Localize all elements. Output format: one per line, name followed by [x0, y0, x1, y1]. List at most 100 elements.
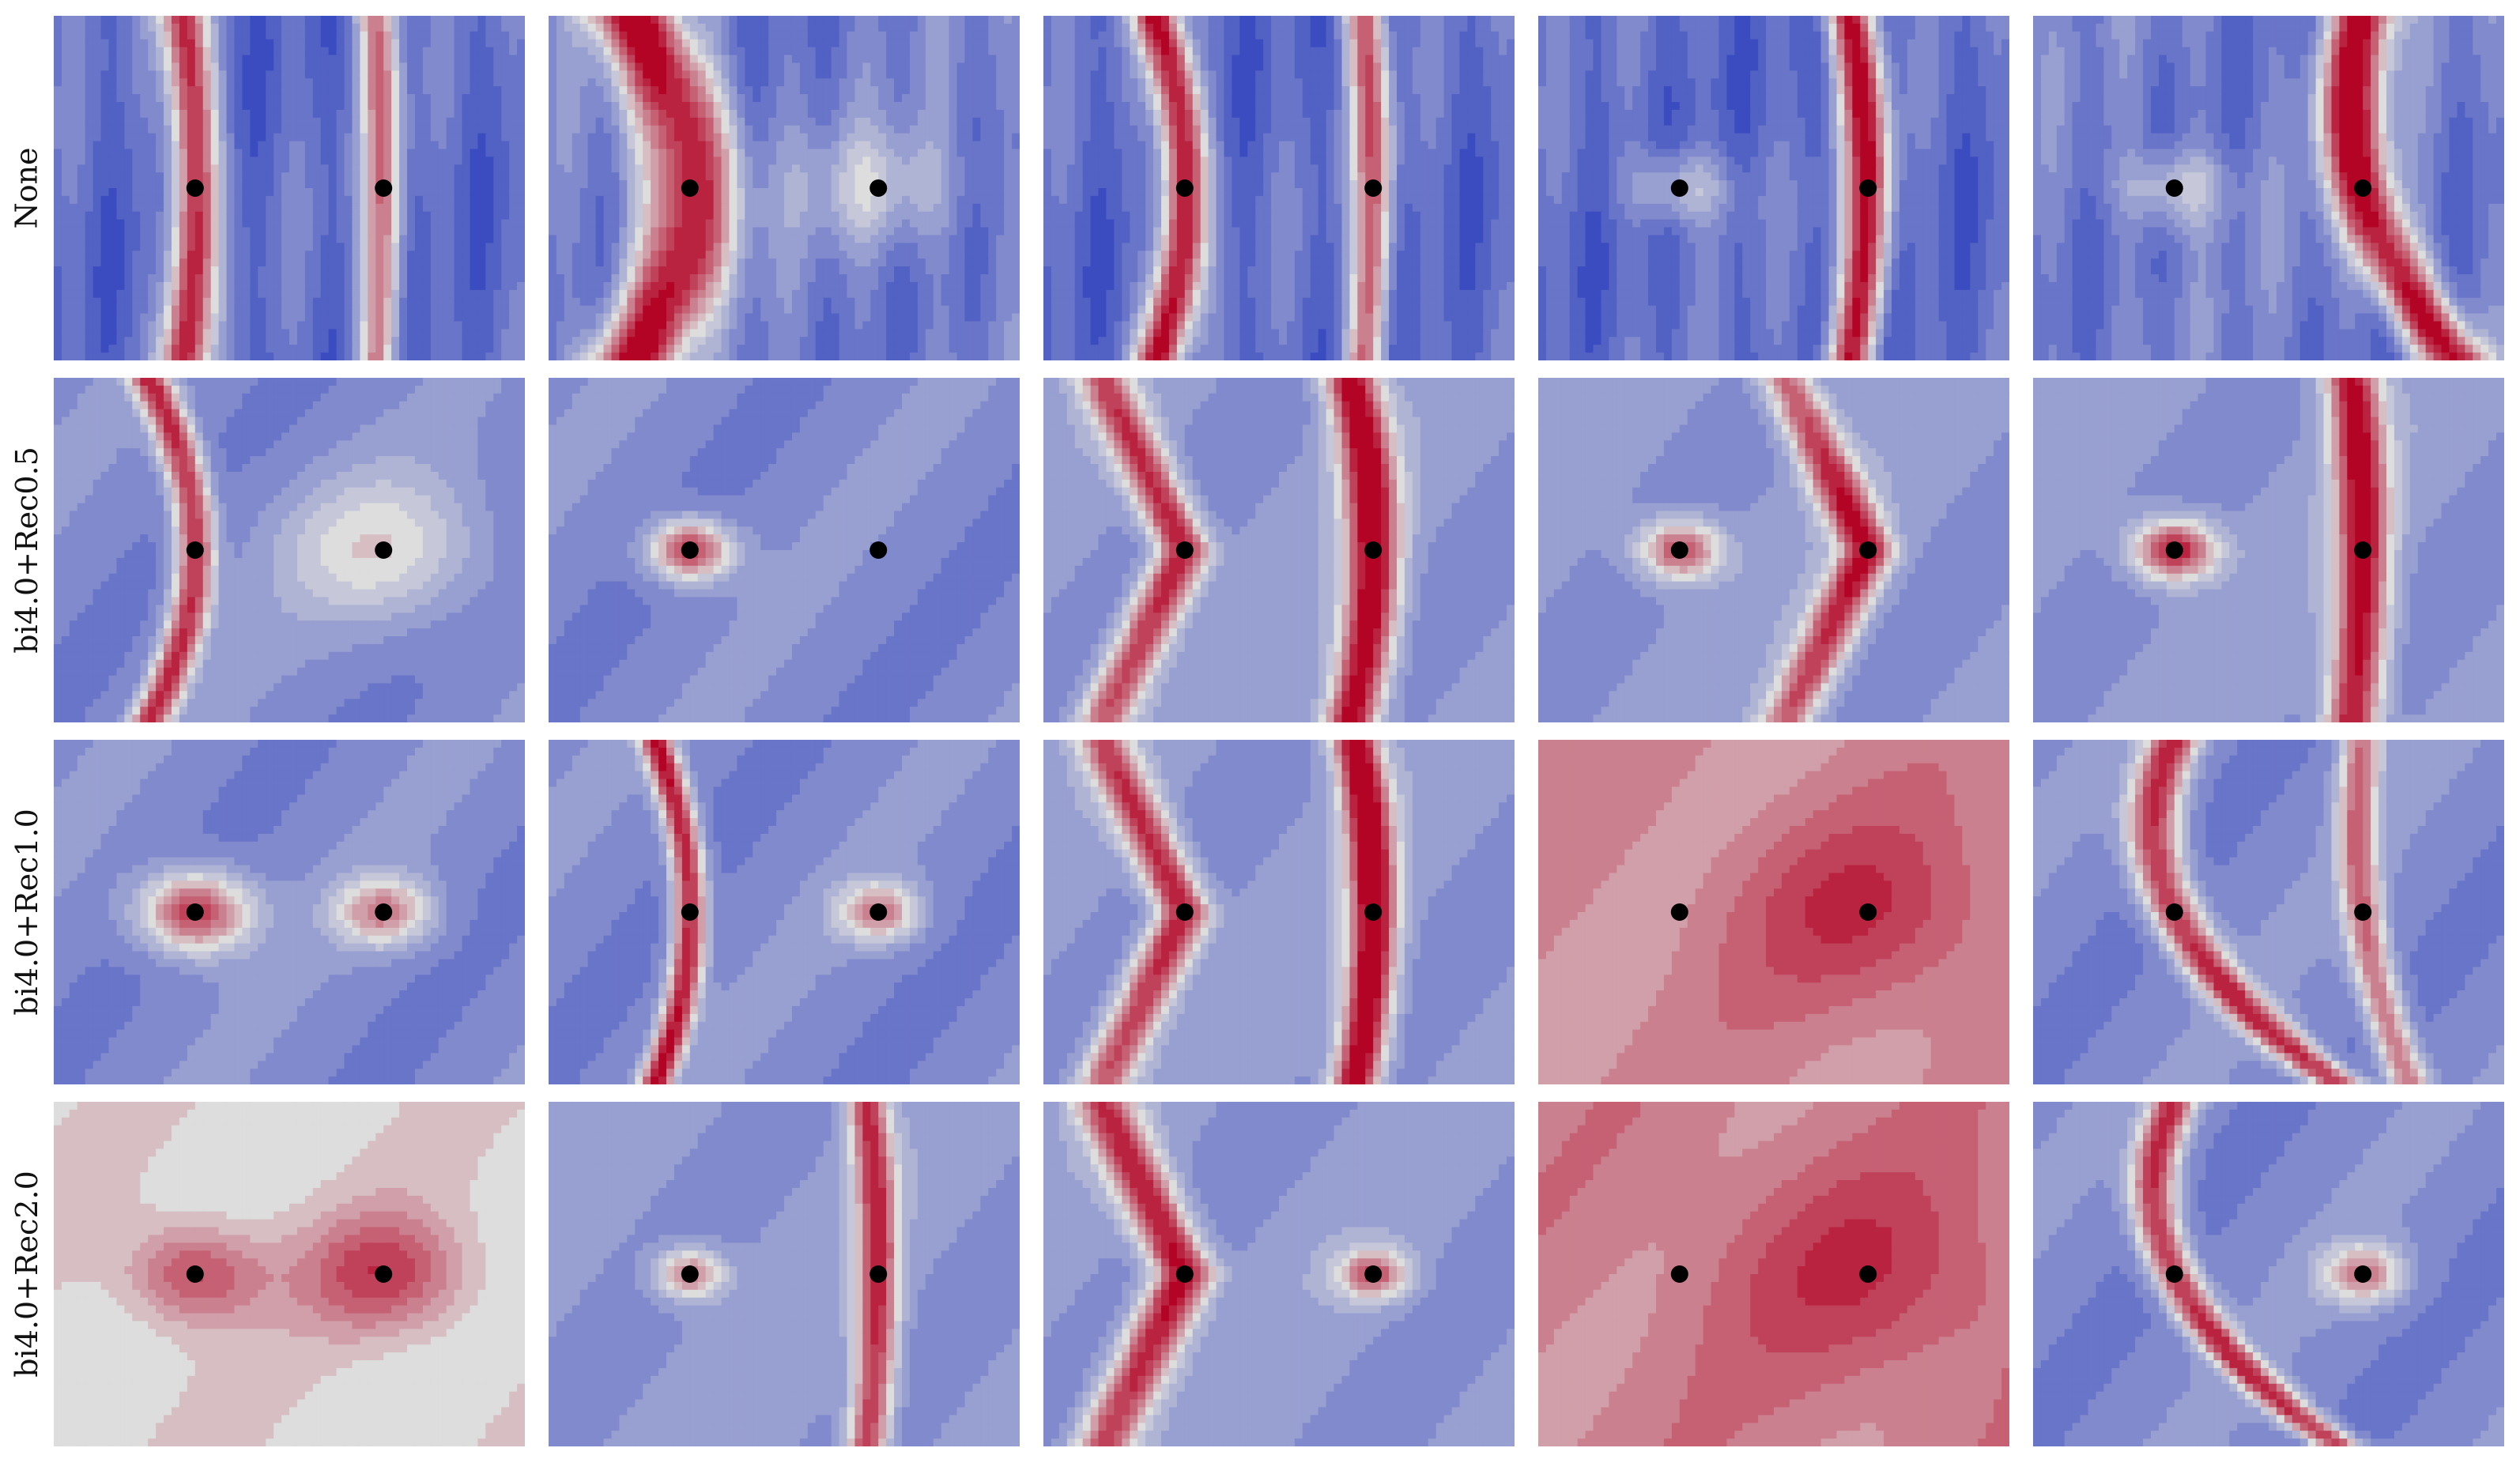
- contour-cell: [587, 156, 597, 165]
- contour-cell: [886, 258, 895, 267]
- contour-cell: [336, 117, 345, 126]
- contour-cell: [831, 289, 840, 299]
- contour-cell: [501, 281, 510, 291]
- contour-cell: [753, 274, 761, 283]
- contour-cell: [549, 305, 557, 315]
- contour-cell: [368, 70, 376, 79]
- contour-cell: [100, 353, 110, 360]
- contour-cell: [651, 188, 659, 197]
- contour-cell: [925, 109, 934, 119]
- contour-cell: [108, 78, 118, 87]
- contour-cell: [164, 70, 172, 79]
- contour-cell: [258, 149, 266, 157]
- contour-cell: [627, 172, 636, 181]
- contour-cell: [454, 219, 463, 228]
- contour-cell: [430, 16, 439, 25]
- contour-cell: [972, 109, 981, 119]
- contour-cell: [430, 23, 439, 32]
- contour-cell: [470, 31, 478, 40]
- contour-cell: [304, 133, 314, 142]
- contour-cell: [894, 86, 903, 95]
- contour-cell: [407, 289, 416, 299]
- contour-cell: [776, 180, 785, 189]
- contour-cell: [673, 172, 683, 181]
- contour-cell: [509, 305, 518, 315]
- contour-cell: [988, 109, 997, 119]
- contour-cell: [909, 305, 919, 315]
- contour-cell: [673, 258, 683, 267]
- contour-cell: [454, 195, 463, 205]
- contour-cell: [595, 227, 605, 236]
- contour-cell: [375, 258, 384, 267]
- contour-cell: [85, 31, 94, 40]
- contour-cell: [917, 117, 926, 126]
- contour-cell: [784, 203, 793, 213]
- contour-cell: [368, 195, 376, 205]
- contour-cell: [619, 258, 628, 267]
- contour-cell: [172, 345, 180, 353]
- contour-cell: [509, 125, 518, 134]
- contour-cell: [422, 274, 432, 283]
- contour-cell: [784, 102, 793, 111]
- contour-cell: [304, 321, 314, 330]
- contour-cell: [383, 62, 392, 71]
- contour-cell: [635, 180, 643, 189]
- contour-cell: [281, 203, 290, 213]
- contour-cell: [446, 219, 455, 228]
- contour-cell: [768, 23, 777, 32]
- contour-cell: [296, 305, 306, 315]
- contour-cell: [108, 109, 118, 119]
- contour-cell: [289, 353, 298, 360]
- contour-cell: [281, 297, 290, 307]
- contour-cell: [77, 39, 86, 48]
- contour-cell: [831, 39, 840, 48]
- contour-cell: [988, 156, 997, 165]
- contour-cell: [729, 188, 738, 197]
- contour-cell: [422, 172, 432, 181]
- contour-cell: [266, 329, 274, 337]
- contour-cell: [831, 266, 840, 275]
- contour-cell: [564, 211, 573, 221]
- contour-cell: [218, 219, 228, 228]
- contour-cell: [399, 109, 408, 119]
- contour-cell: [92, 55, 102, 64]
- contour-cell: [360, 31, 368, 40]
- contour-cell: [148, 337, 157, 345]
- contour-cell: [509, 55, 518, 64]
- contour-cell: [85, 266, 94, 275]
- contour-cell: [878, 195, 887, 205]
- contour-cell: [407, 219, 416, 228]
- contour-cell: [92, 86, 102, 95]
- contour-cell: [501, 23, 510, 32]
- contour-cell: [368, 94, 376, 103]
- contour-cell: [886, 149, 895, 157]
- contour-cell: [391, 305, 400, 315]
- contour-cell: [132, 102, 141, 111]
- contour-cell: [1004, 289, 1013, 299]
- contour-cell: [234, 133, 243, 142]
- contour-cell: [61, 133, 70, 142]
- contour-cell: [760, 227, 769, 236]
- contour-cell: [847, 188, 855, 197]
- contour-cell: [509, 78, 518, 87]
- contour-cell: [564, 117, 573, 126]
- contour-cell: [721, 235, 730, 243]
- contour-cell: [611, 125, 620, 134]
- contour-cell: [517, 227, 525, 236]
- contour-cell: [886, 211, 895, 221]
- contour-cell: [202, 345, 212, 353]
- contour-cell: [352, 133, 360, 142]
- contour-cell: [878, 219, 887, 228]
- contour-cell: [996, 149, 1005, 157]
- contour-cell: [391, 133, 400, 142]
- contour-cell: [258, 31, 266, 40]
- contour-cell: [509, 266, 518, 275]
- contour-cell: [202, 203, 212, 213]
- contour-cell: [956, 243, 966, 251]
- contour-cell: [296, 94, 306, 103]
- contour-cell: [108, 297, 118, 307]
- contour-cell: [603, 235, 613, 243]
- contour-cell: [92, 133, 102, 142]
- contour-cell: [988, 243, 997, 251]
- contour-cell: [77, 219, 86, 228]
